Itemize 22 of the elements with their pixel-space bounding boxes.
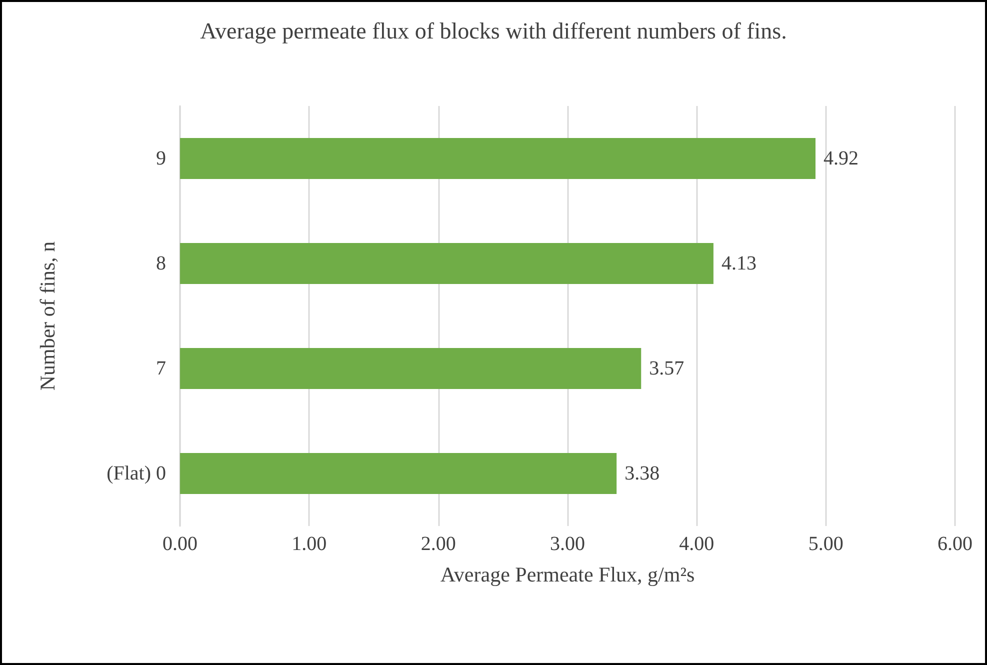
y-tick-label: 8: [156, 252, 166, 274]
y-tick-label: 7: [156, 358, 166, 380]
y-tick-label: 9: [156, 148, 166, 170]
bar: [180, 243, 714, 284]
y-axis-title: Number of fins, n: [36, 240, 60, 391]
bar: [180, 453, 617, 494]
data-label: 3.57: [649, 358, 684, 380]
data-label: 4.13: [721, 252, 756, 274]
bar: [180, 348, 642, 389]
data-label: 3.38: [624, 462, 660, 484]
x-tick-label: 3.00: [550, 533, 585, 555]
y-tick-label: (Flat) 0: [106, 462, 166, 484]
chart-title: Average permeate flux of blocks with different numbers of fins.: [200, 18, 787, 44]
bar: [180, 138, 816, 179]
x-tick-label: 0.00: [162, 533, 198, 555]
x-axis-title: Average Permeate Flux, g/m²s: [440, 562, 695, 586]
x-tick-label: 6.00: [938, 533, 972, 555]
x-tick-label: 2.00: [420, 533, 456, 555]
x-tick-label: 5.00: [808, 533, 844, 555]
x-tick-label: 1.00: [292, 533, 327, 555]
data-label: 4.92: [824, 148, 858, 170]
x-tick-label: 4.00: [679, 533, 714, 555]
